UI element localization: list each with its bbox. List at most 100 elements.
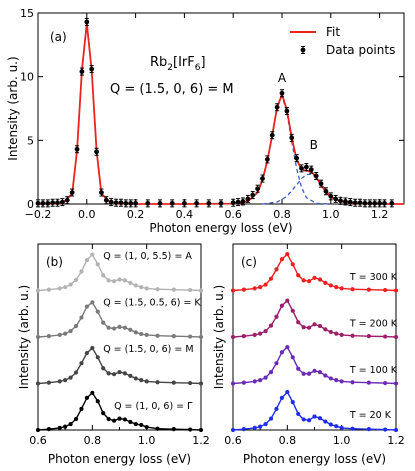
- panel-b-series-point: [73, 370, 79, 375]
- panel-c-series: T = 100 K: [230, 345, 399, 386]
- panel-b-series-point: [90, 390, 95, 395]
- legend-data-point: [300, 46, 306, 54]
- panel-b-series-point: [144, 332, 149, 337]
- panel-c-series-point: [393, 334, 399, 340]
- data-marker: [250, 192, 256, 198]
- data-point: [74, 145, 80, 154]
- data-marker: [40, 200, 46, 206]
- panel-c-series-point: [230, 381, 236, 386]
- data-point: [313, 171, 319, 180]
- data-marker: [103, 197, 109, 203]
- panel-a-ticks: −0.2 0.0 0.2 0.4 0.6 0.8 1.0 1.2 0 5 10 15: [20, 7, 404, 221]
- panel-b-series-point: [155, 287, 160, 292]
- panel-c-series-point: [252, 286, 257, 291]
- panel-c-series-point: [263, 282, 268, 287]
- data-point: [279, 89, 285, 98]
- data-point: [240, 197, 246, 206]
- data-marker: [133, 200, 139, 206]
- panel-b-series-point: [188, 427, 193, 432]
- panel-c-series: T = 300 K: [230, 252, 399, 293]
- data-marker: [50, 200, 56, 206]
- panel-b-series-point: [35, 381, 41, 386]
- panel-c-series-point: [328, 376, 333, 381]
- data-point: [99, 188, 104, 197]
- panel-c-series-point: [383, 334, 388, 339]
- panel-b-series-point: [122, 325, 128, 330]
- panel-c-series-point: [285, 298, 290, 303]
- panel-c-series-point: [393, 288, 399, 293]
- panel-c-series-point: [328, 329, 333, 335]
- panel-b-series-point: [133, 376, 138, 381]
- data-marker: [128, 200, 134, 206]
- data-point: [357, 198, 363, 207]
- panel-a-xtick-label: −0.2: [25, 208, 52, 221]
- data-point: [40, 199, 46, 208]
- panel-c-series-point: [285, 345, 290, 350]
- data-marker: [118, 200, 124, 206]
- panel-c-series-point: [366, 380, 371, 385]
- panel-b-series-point: [63, 285, 68, 290]
- panel-a-q-label: Q = (1.5, 0, 6) = M: [110, 82, 234, 97]
- panel-b-series-point: [188, 380, 193, 386]
- panel-b-series: Q = (1, 0, 5.5) = A: [35, 251, 204, 293]
- panel-c-series-label: T = 20 K: [349, 410, 392, 421]
- data-marker: [313, 173, 319, 179]
- data-marker: [382, 200, 387, 206]
- panel-c-series-point: [252, 425, 257, 430]
- panel-c-series-point: [328, 422, 333, 427]
- data-marker: [194, 200, 200, 206]
- data-point: [338, 196, 343, 205]
- panel-c-series-point: [258, 285, 263, 290]
- fit-curve: [37, 23, 404, 205]
- panel-b-series-point: [198, 427, 204, 433]
- panel-c-series-point: [258, 378, 263, 383]
- panel-b-series-point: [111, 372, 117, 377]
- panel-c-series-point: [312, 275, 317, 280]
- data-point: [274, 103, 280, 112]
- panel-a-ytick-label: 5: [27, 134, 34, 147]
- data-marker: [74, 146, 80, 152]
- panel-c-series-point: [301, 371, 306, 376]
- panel-c-series-point: [252, 379, 257, 384]
- panel-a-xtick-label: 0.4: [176, 208, 194, 221]
- panel-c-series-point: [301, 325, 306, 330]
- panel-b-series-point: [46, 334, 51, 339]
- panel-c-series-point: [241, 334, 246, 339]
- data-marker: [240, 199, 246, 204]
- panel-b-series-point: [117, 324, 122, 329]
- data-point: [352, 198, 358, 207]
- data-point: [123, 199, 129, 208]
- panel-b-series-point: [84, 257, 89, 263]
- data-point: [389, 199, 395, 208]
- panel-b-series-point: [133, 421, 138, 427]
- data-point: [255, 184, 260, 193]
- panel-c-series-point: [290, 355, 295, 360]
- data-point: [145, 199, 151, 208]
- data-point: [94, 147, 99, 156]
- panel-c-series-point: [285, 389, 290, 395]
- legend: Fit Data points: [290, 25, 395, 57]
- panel-c-series-point: [306, 418, 312, 423]
- data-point: [55, 198, 60, 207]
- panel-c-series-point: [274, 267, 279, 272]
- data-marker: [108, 199, 114, 205]
- legend-data-marker: [300, 46, 306, 54]
- panel-b-series-point: [84, 350, 89, 356]
- panel-b-series: Q = (1, 0, 5.5) = A Q = (1.5, 0.5, 6) = K…: [35, 251, 204, 433]
- panel-b-series-point: [68, 328, 73, 334]
- panel-a-compound-formula: Rb2[IrF6]: [150, 55, 206, 73]
- panel-b-series-point: [188, 287, 193, 293]
- panel-b-series-point: [133, 330, 138, 335]
- data-marker: [367, 200, 373, 206]
- panel-c-series-point: [393, 381, 399, 386]
- data-point: [113, 198, 119, 207]
- panel-c-series-point: [268, 369, 274, 375]
- panel-b-series-point: [122, 278, 128, 283]
- panel-b-series-point: [95, 399, 100, 404]
- panel-c-series-point: [312, 368, 317, 373]
- panel-b-series-point: [117, 416, 122, 421]
- panel-b-series-point: [90, 252, 95, 257]
- panel-a-xtick-label: 1.2: [371, 208, 389, 221]
- panel-c-series-point: [274, 361, 279, 366]
- panel-c-series-point: [285, 252, 290, 257]
